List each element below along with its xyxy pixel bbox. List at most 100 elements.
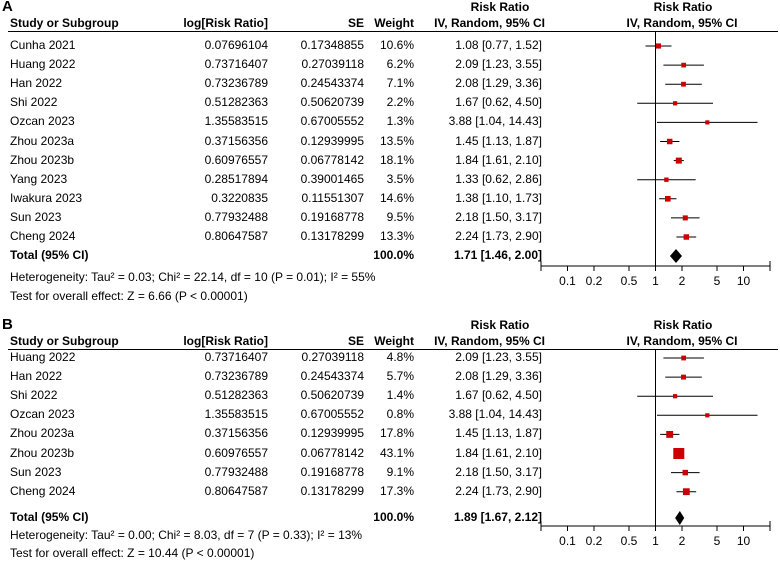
study-weight: 18.1% <box>379 152 414 167</box>
study-log-rr: 1.35583515 <box>204 407 268 422</box>
study-name: Shi 2022 <box>10 388 58 403</box>
x-tick-label: 5 <box>714 534 721 548</box>
header-weight: Weight <box>374 16 414 30</box>
panel-label: A <box>2 0 13 15</box>
point-estimate-square <box>705 120 710 125</box>
study-ci: 2.24 [1.73, 2.90] <box>455 229 542 243</box>
study-weight: 9.1% <box>386 464 414 479</box>
study-se: 0.50620739 <box>300 95 364 110</box>
study-name: Cheng 2024 <box>10 483 76 498</box>
header-se: SE <box>347 16 364 30</box>
point-estimate-square <box>664 177 669 182</box>
point-estimate-square <box>673 448 685 459</box>
point-estimate-square <box>666 138 673 145</box>
point-estimate-square <box>681 355 687 361</box>
x-tick-label: 0.2 <box>586 534 603 548</box>
study-log-rr: 0.80647587 <box>204 483 268 498</box>
study-se: 0.24543374 <box>300 369 364 384</box>
study-se: 0.67005552 <box>300 407 364 422</box>
study-ci: 2.09 [1.23, 3.55] <box>455 350 542 364</box>
study-ci: 1.33 [0.62, 2.86] <box>455 171 542 186</box>
point-estimate-square <box>682 215 688 221</box>
point-estimate-square <box>672 101 678 106</box>
study-se: 0.17348855 <box>300 38 364 52</box>
header-plot-risk-ratio: Risk Ratio <box>653 318 713 332</box>
header-log-risk-ratio: log[Risk Ratio] <box>183 16 268 30</box>
study-weight: 14.6% <box>379 190 414 205</box>
study-se: 0.39001465 <box>300 171 364 186</box>
x-tick-label: 10 <box>737 534 751 548</box>
header-plot-method: IV, Random, 95% CI <box>626 334 738 348</box>
point-estimate-square <box>672 394 678 399</box>
study-se: 0.50620739 <box>300 388 364 403</box>
point-estimate-square <box>665 195 671 202</box>
total-label: Total (95% CI) <box>10 510 89 524</box>
x-tick-label: 0.2 <box>586 274 603 288</box>
study-ci: 1.38 [1.10, 1.73] <box>455 190 542 205</box>
x-tick-label: 1 <box>652 534 659 548</box>
overall-effect-test: Test for overall effect: Z = 6.66 (P < 0… <box>10 289 248 303</box>
study-log-rr: 0.37156356 <box>204 133 268 148</box>
study-weight: 17.8% <box>379 426 414 441</box>
x-tick-label: 0.5 <box>621 534 638 548</box>
study-name: Huang 2022 <box>10 57 76 72</box>
study-weight: 1.3% <box>386 114 414 129</box>
study-name: Han 2022 <box>10 369 63 384</box>
total-weight: 100.0% <box>373 248 414 262</box>
point-estimate-square <box>705 413 710 418</box>
overall-effect-test: Test for overall effect: Z = 10.44 (P < … <box>10 546 255 560</box>
study-name: Zhou 2023a <box>10 426 75 441</box>
study-log-rr: 0.3220835 <box>211 190 268 205</box>
header-plot-method: IV, Random, 95% CI <box>626 16 738 30</box>
study-weight: 9.5% <box>386 209 414 224</box>
study-name: Sun 2023 <box>10 209 62 224</box>
study-log-rr: 0.73716407 <box>204 57 268 72</box>
study-weight: 0.8% <box>386 407 414 422</box>
study-name: Cunha 2021 <box>10 38 76 52</box>
study-se: 0.19168778 <box>300 464 364 479</box>
heterogeneity-stats: Heterogeneity: Tau² = 0.03; Chi² = 22.14… <box>10 270 376 284</box>
point-estimate-square <box>666 430 674 438</box>
header-risk-ratio: Risk Ratio <box>470 318 530 332</box>
study-ci: 1.67 [0.62, 4.50] <box>455 95 542 110</box>
study-name: Shi 2022 <box>10 95 58 110</box>
study-se: 0.19168778 <box>300 209 364 224</box>
point-estimate-square <box>675 157 682 164</box>
study-weight: 7.1% <box>386 76 414 91</box>
study-weight: 6.2% <box>386 57 414 72</box>
point-estimate-square <box>682 469 689 476</box>
study-name: Sun 2023 <box>10 464 62 479</box>
study-weight: 3.5% <box>386 171 414 186</box>
total-weight: 100.0% <box>373 510 414 524</box>
study-weight: 43.1% <box>379 445 414 460</box>
study-weight: 1.4% <box>386 388 414 403</box>
header-rule <box>8 349 778 350</box>
study-name: Zhou 2023a <box>10 133 75 148</box>
point-estimate-square <box>681 62 687 68</box>
study-ci: 3.88 [1.04, 14.43] <box>448 114 542 129</box>
study-se: 0.12939995 <box>300 426 364 441</box>
study-se: 0.67005552 <box>300 114 364 129</box>
header-risk-ratio: Risk Ratio <box>470 0 530 14</box>
point-estimate-square <box>682 488 690 496</box>
study-log-rr: 0.60976557 <box>204 152 268 167</box>
study-name: Cheng 2024 <box>10 229 76 243</box>
study-ci: 1.84 [1.61, 2.10] <box>455 152 542 167</box>
study-se: 0.06778142 <box>300 445 364 460</box>
header-plot-risk-ratio: Risk Ratio <box>653 0 713 14</box>
study-log-rr: 0.77932488 <box>204 209 268 224</box>
point-estimate-square <box>655 43 662 49</box>
study-name: Ozcan 2023 <box>10 114 75 129</box>
study-name: Ozcan 2023 <box>10 407 75 422</box>
study-log-rr: 0.51282363 <box>204 388 268 403</box>
heterogeneity-stats: Heterogeneity: Tau² = 0.00; Chi² = 8.03,… <box>10 528 363 542</box>
study-log-rr: 0.80647587 <box>204 229 268 243</box>
header-weight: Weight <box>374 334 414 348</box>
study-log-rr: 0.60976557 <box>204 445 268 460</box>
total-ci: 1.71 [1.46, 2.00] <box>453 248 542 262</box>
study-ci: 1.67 [0.62, 4.50] <box>455 388 542 403</box>
study-ci: 2.08 [1.29, 3.36] <box>455 369 542 384</box>
x-tick-label: 5 <box>714 274 721 288</box>
study-name: Zhou 2023b <box>10 152 75 167</box>
header-study: Study or Subgroup <box>10 16 119 30</box>
